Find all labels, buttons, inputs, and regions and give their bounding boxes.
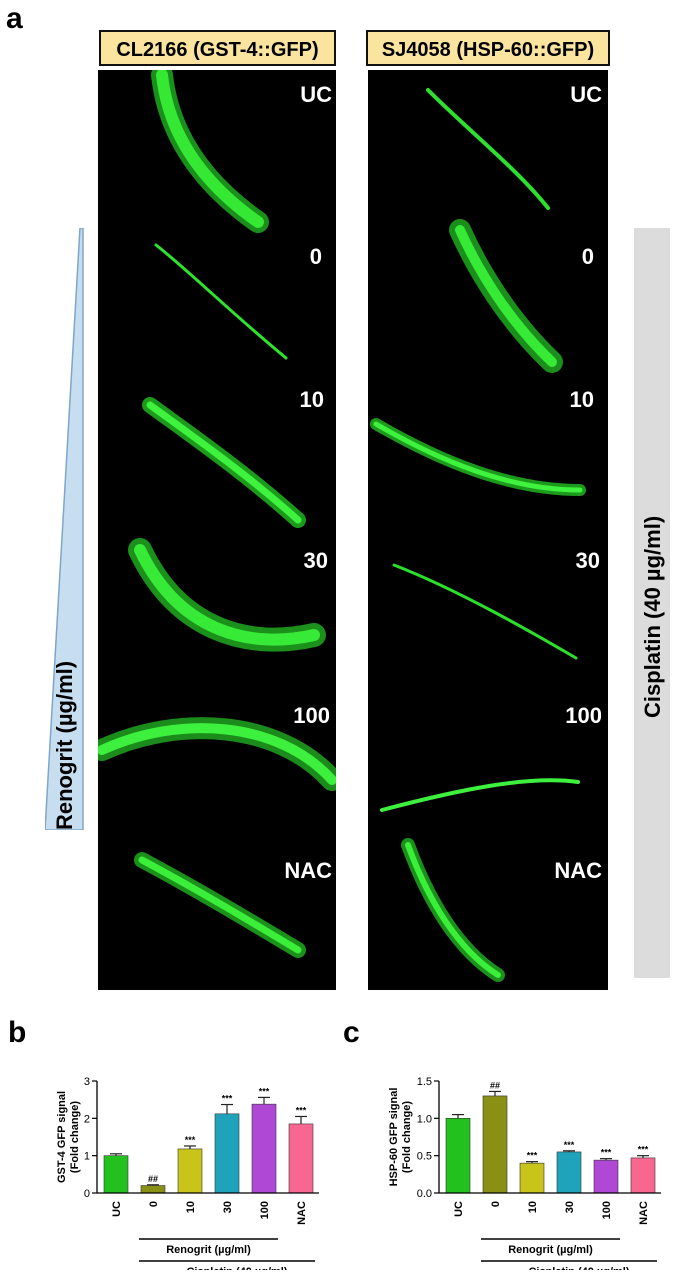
hsp60-bar-chart: 0.0 0.5 1.0 1.5 HSP-60 GFP signal (Fold chang…	[388, 1076, 661, 1270]
x-tick-label: 30	[564, 1201, 576, 1213]
significance-label: ***	[296, 1105, 307, 1115]
panel-b-letter: b	[8, 1016, 27, 1049]
cisplatin-group-label: Cisplatin (40 µg/ml)	[528, 1266, 629, 1270]
bar	[214, 1113, 240, 1194]
significance-label: ***	[222, 1094, 233, 1104]
left-row-label-uc: UC	[300, 82, 332, 107]
y-axis-label: GST-4 GFP signal	[56, 1091, 68, 1183]
x-tick-label: UC	[453, 1201, 465, 1217]
bar	[556, 1151, 582, 1194]
y-tick-label: 0	[84, 1188, 90, 1200]
y-tick-label: 3	[84, 1076, 90, 1088]
bar	[251, 1103, 277, 1194]
x-tick-label: 10	[185, 1201, 197, 1213]
right-row-label-10: 10	[569, 387, 594, 412]
cisplatin-axis-label: Cisplatin (40 µg/ml)	[640, 515, 665, 718]
y-axis-label: HSP-60 GFP signal	[388, 1088, 400, 1187]
right-worm-images	[370, 88, 586, 982]
x-tick-label: UC	[111, 1201, 123, 1217]
left-row-label-nac: NAC	[284, 858, 332, 883]
significance-label: ***	[601, 1148, 612, 1158]
renogrit-group-label: Renogrit (µg/ml)	[508, 1244, 593, 1256]
x-tick-label: NAC	[296, 1201, 308, 1225]
gst4-bar-chart: 0 1 2 3 GST-4 GFP signal (Fold change) UC ## 0 **…	[56, 1076, 319, 1270]
right-strain-label: SJ4058 (HSP-60::GFP)	[366, 30, 610, 66]
significance-label: ##	[490, 1080, 500, 1090]
left-worm-images	[98, 70, 336, 958]
x-tick-label: 10	[527, 1201, 539, 1213]
left-row-label-10: 10	[299, 387, 324, 412]
y-tick-label: 1.0	[417, 1113, 432, 1125]
renogrit-axis-label: Renogrit (µg/ml)	[52, 660, 77, 830]
significance-label: ***	[638, 1145, 649, 1155]
cisplatin-group-label: Cisplatin (40 µg/ml)	[186, 1266, 287, 1270]
x-tick-label: 0	[490, 1201, 502, 1207]
renogrit-group-label: Renogrit (µg/ml)	[166, 1244, 251, 1256]
bar	[177, 1148, 203, 1194]
y-axis-label-unit: (Fold change)	[69, 1101, 81, 1173]
renogrit-gradient-triangle	[44, 227, 85, 831]
y-tick-label: 1	[84, 1151, 90, 1163]
significance-label: ***	[564, 1140, 575, 1150]
left-row-label-100: 100	[293, 703, 330, 728]
left-micrograph-column: UC 0 10 30 100 NAC	[98, 70, 336, 990]
significance-label: ***	[527, 1151, 538, 1161]
significance-label: ***	[259, 1086, 270, 1096]
x-tick-label: 0	[148, 1201, 160, 1207]
bar	[445, 1118, 471, 1194]
left-row-label-30: 30	[303, 548, 328, 573]
bar	[519, 1162, 545, 1194]
x-tick-label: 30	[222, 1201, 234, 1213]
right-row-label-0: 0	[581, 244, 594, 269]
bar	[140, 1185, 166, 1194]
x-tick-label: 100	[259, 1201, 271, 1219]
left-strain-label: CL2166 (GST-4::GFP)	[99, 30, 336, 66]
left-row-label-0: 0	[309, 244, 322, 269]
y-tick-label: 0.0	[417, 1188, 432, 1200]
bar	[103, 1155, 129, 1194]
bar	[630, 1157, 656, 1194]
right-row-label-nac: NAC	[554, 858, 602, 883]
significance-label: ***	[185, 1135, 196, 1145]
right-row-label-uc: UC	[570, 82, 602, 107]
y-tick-label: 0.5	[417, 1151, 432, 1163]
significance-label: ##	[148, 1174, 158, 1184]
y-tick-label: 1.5	[417, 1076, 432, 1088]
right-row-label-30: 30	[575, 548, 600, 573]
right-row-label-100: 100	[565, 703, 602, 728]
y-axis-label-unit: (Fold change)	[401, 1101, 413, 1173]
right-micrograph-column: UC 0 10 30 100 NAC	[368, 70, 608, 990]
panel-c-letter: c	[343, 1016, 360, 1049]
y-tick-label: 2	[84, 1113, 90, 1125]
bar	[593, 1159, 619, 1194]
bar	[288, 1123, 314, 1194]
cisplatin-bar	[634, 228, 670, 978]
x-tick-label: NAC	[638, 1201, 650, 1225]
panel-a-letter: a	[6, 2, 23, 35]
bar	[482, 1095, 508, 1194]
x-tick-label: 100	[601, 1201, 613, 1219]
